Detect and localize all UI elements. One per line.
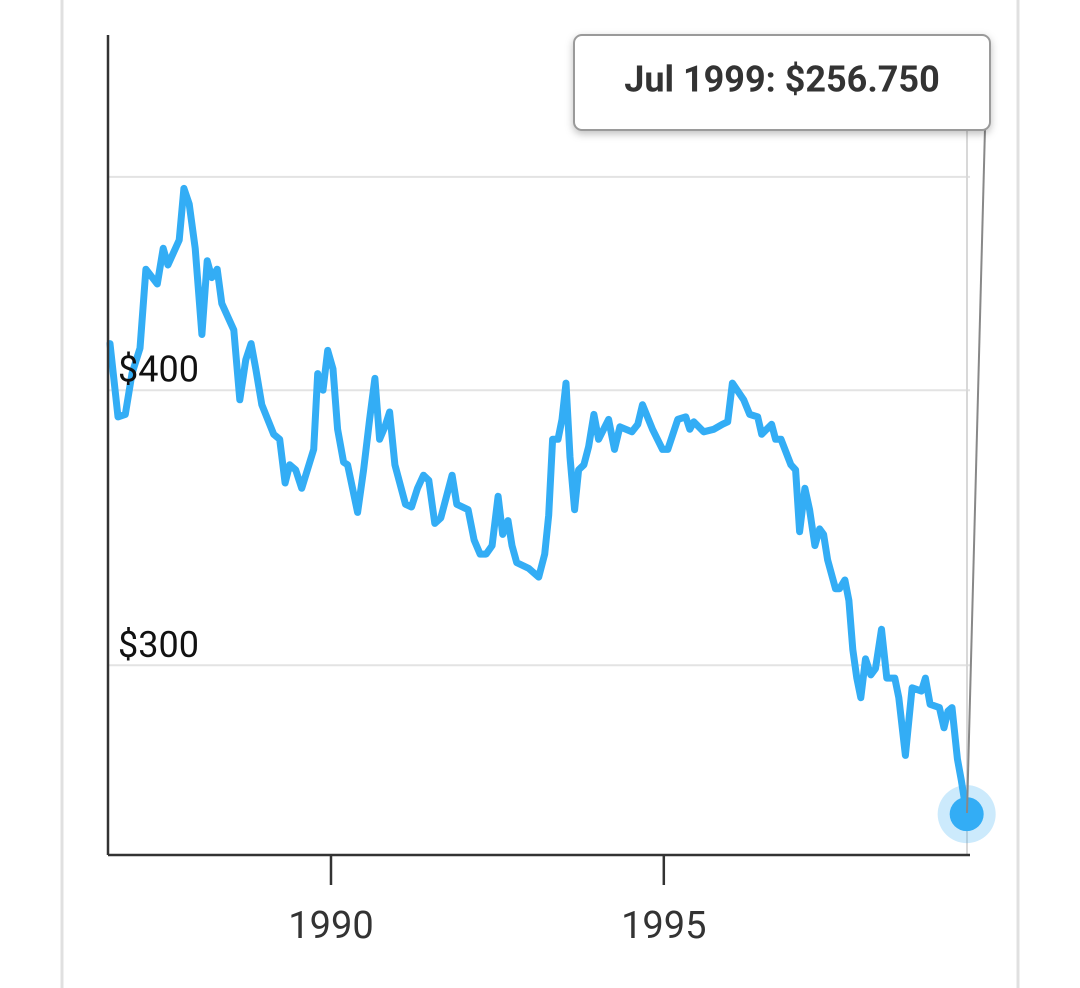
price-line [106, 184, 971, 818]
tooltip-text: Jul 1999: $256.750 [624, 59, 939, 101]
y-tick-label: $400 [118, 349, 199, 391]
x-tick-label: 1995 [621, 904, 706, 948]
x-tick-label: 1990 [288, 904, 373, 948]
y-tick-label: $300 [118, 624, 199, 666]
highlight-point [949, 797, 984, 832]
plot [106, 184, 996, 844]
tooltip-pointer [966, 127, 986, 814]
tooltip-box [573, 34, 991, 131]
grid [108, 175, 970, 667]
